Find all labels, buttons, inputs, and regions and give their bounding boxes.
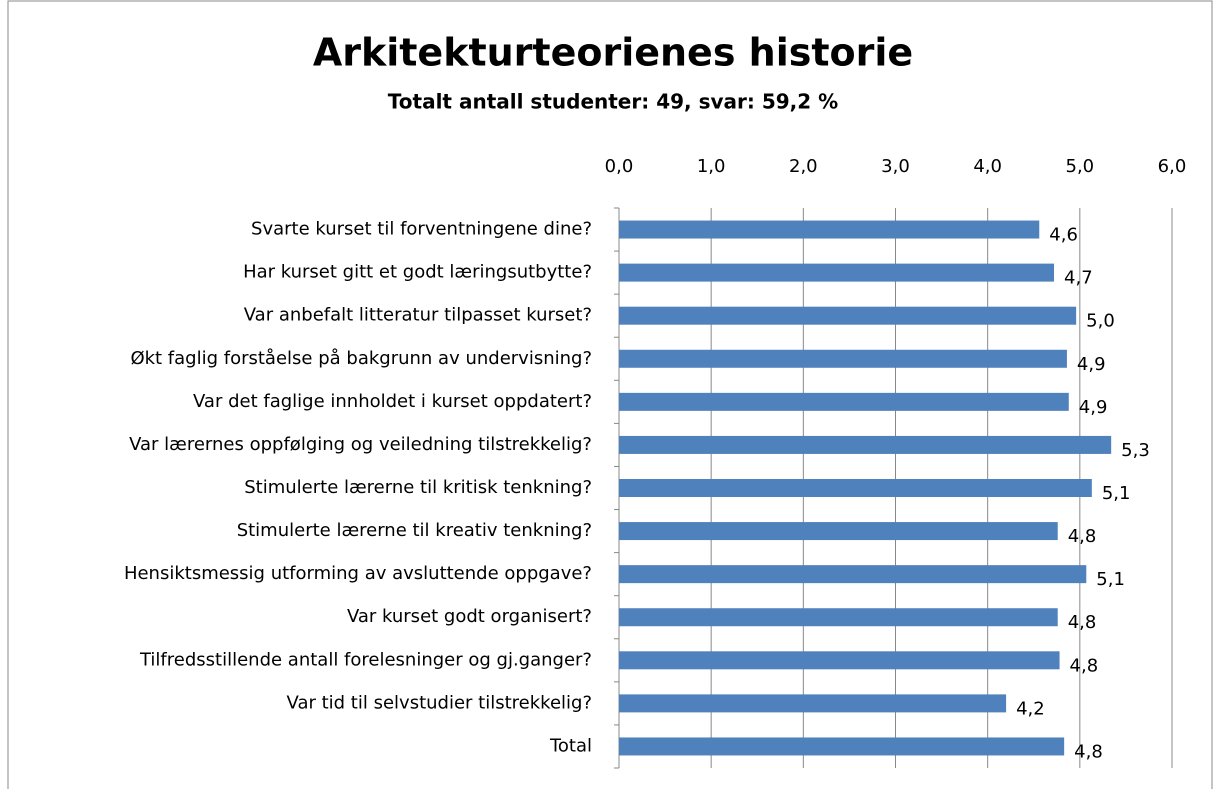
bar bbox=[619, 694, 1007, 713]
value-label: 5,3 bbox=[1121, 440, 1150, 461]
bar bbox=[619, 608, 1058, 627]
value-label: 4,8 bbox=[1068, 526, 1097, 547]
bar bbox=[619, 263, 1055, 282]
y-tick-label: Stimulerte lærerne til kritisk tenkning? bbox=[244, 477, 592, 498]
bar bbox=[619, 435, 1112, 454]
bar bbox=[619, 349, 1067, 368]
bar bbox=[619, 522, 1058, 541]
y-tick-label: Total bbox=[549, 735, 592, 756]
value-label: 4,7 bbox=[1064, 268, 1093, 289]
bar bbox=[619, 392, 1069, 411]
x-tick-label: 3,0 bbox=[881, 156, 910, 177]
y-tick-label: Hensiktsmessig utforming av avsluttende … bbox=[124, 563, 592, 584]
y-tick-label: Har kurset gitt et godt læringsutbytte? bbox=[243, 262, 592, 283]
x-tick-label: 6,0 bbox=[1158, 156, 1187, 177]
value-label: 5,1 bbox=[1096, 569, 1125, 590]
bar bbox=[619, 651, 1060, 670]
bar bbox=[619, 220, 1040, 239]
value-label: 4,2 bbox=[1016, 698, 1045, 719]
y-tick-label: Var det faglige innholdet i kurset oppda… bbox=[193, 391, 592, 412]
y-tick-label: Økt faglig forståelse på bakgrunn av und… bbox=[130, 348, 592, 369]
value-label: 4,8 bbox=[1074, 741, 1103, 762]
value-label: 4,6 bbox=[1049, 225, 1078, 246]
y-tick-label: Var lærernes oppfølging og veiledning ti… bbox=[129, 434, 592, 455]
bar bbox=[619, 479, 1092, 497]
x-tick-label: 1,0 bbox=[697, 156, 726, 177]
y-tick-label: Var kurset godt organisert? bbox=[347, 606, 592, 627]
y-tick-label: Stimulerte lærerne til kreativ tenkning? bbox=[237, 520, 592, 541]
x-tick-label: 5,0 bbox=[1066, 156, 1095, 177]
x-tick-label: 0,0 bbox=[605, 156, 634, 177]
y-tick-label: Tilfredsstillende antall forelesninger o… bbox=[139, 649, 592, 670]
bar bbox=[619, 306, 1077, 325]
y-tick-label: Var anbefalt litteratur tilpasset kurset… bbox=[244, 305, 592, 326]
value-label: 4,9 bbox=[1077, 354, 1106, 375]
value-label: 4,8 bbox=[1068, 612, 1097, 633]
x-tick-label: 4,0 bbox=[973, 156, 1002, 177]
chart-title: Arkitekturteorienes historie bbox=[313, 31, 913, 75]
y-tick-label: Svarte kurset til forventningene dine? bbox=[251, 219, 592, 240]
value-label: 4,8 bbox=[1070, 655, 1099, 676]
chart-subtitle: Totalt antall studenter: 49, svar: 59,2 … bbox=[388, 90, 838, 114]
bar bbox=[619, 737, 1065, 756]
x-tick-label: 2,0 bbox=[789, 156, 818, 177]
y-tick-label: Var tid til selvstudier tilstrekkelig? bbox=[287, 692, 592, 713]
value-label: 4,9 bbox=[1079, 397, 1108, 418]
value-label: 5,0 bbox=[1086, 311, 1115, 332]
value-label: 5,1 bbox=[1102, 483, 1131, 504]
bar bbox=[619, 565, 1087, 584]
